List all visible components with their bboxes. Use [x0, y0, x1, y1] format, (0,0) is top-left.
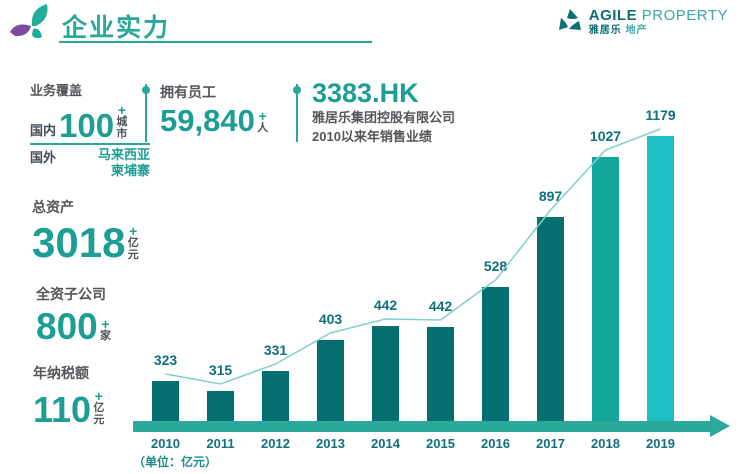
bar-value-label: 1179 — [645, 107, 676, 123]
subsidiaries-unit: + 家 — [100, 317, 112, 343]
brand-en-agile: AGILE — [588, 7, 638, 24]
x-axis-arrow-icon — [710, 415, 730, 437]
bar-value-label: 528 — [483, 258, 508, 274]
plus-sign: + — [101, 316, 110, 333]
bar-value-label: 315 — [208, 362, 233, 378]
employees-unit: + 人 — [257, 109, 269, 135]
bar-2015 — [427, 327, 454, 421]
bar-2010 — [152, 381, 179, 421]
stat-label: 年纳税额 — [33, 365, 89, 381]
brand-name-cn: 雅居乐 地产 — [589, 26, 728, 36]
tax-unit: + 亿元 — [93, 389, 105, 427]
unit-text: 亿元 — [127, 237, 139, 261]
unit-text: 家 — [100, 330, 111, 343]
title-underline — [59, 41, 372, 43]
overseas-values: 马来西亚 柬埔寨 — [67, 147, 150, 180]
stat-annual-tax: 年纳税额 110 + 亿元 — [33, 363, 105, 431]
bar-2013 — [317, 340, 344, 421]
stat-label: 拥有员工 — [160, 84, 216, 100]
x-tick-label: 2010 — [151, 436, 180, 451]
bar-2018 — [592, 157, 619, 421]
bar-value-label: 403 — [318, 311, 343, 327]
plus-sign: + — [94, 388, 103, 404]
agile-logo-icon — [558, 9, 581, 30]
stock-company: 雅居乐集团控股有限公司 — [312, 110, 456, 125]
stat-label: 总资产 — [32, 199, 74, 215]
bar-2019 — [647, 136, 674, 421]
overseas-label: 国外 — [30, 149, 57, 165]
stat-subsidiaries: 全资子公司 800 + 家 — [36, 284, 112, 347]
x-tick-label: 2011 — [206, 436, 235, 451]
bar-2016 — [482, 287, 509, 421]
domestic-unit: + 城市 — [116, 103, 128, 141]
x-tick-label: 2014 — [371, 436, 400, 451]
x-tick-label: 2018 — [591, 436, 620, 451]
x-tick-label: 2012 — [261, 436, 290, 451]
brand-name-en: AGILE PROPERTY — [589, 8, 728, 23]
bar-value-label: 442 — [373, 297, 398, 313]
brand-logo: AGILE PROPERTY 雅居乐 地产 — [557, 8, 728, 36]
timeline-pin-icon — [142, 84, 150, 142]
bar-2014 — [372, 326, 399, 421]
leaf-logo-icon — [10, 4, 48, 39]
domestic-value: 100 — [59, 107, 115, 145]
plus-sign: + — [258, 108, 267, 125]
stat-total-assets: 总资产 3018 + 亿元 — [32, 197, 139, 266]
overseas-value-2: 柬埔寨 — [110, 163, 150, 178]
assets-value: 3018 — [32, 219, 126, 266]
x-axis-line — [133, 421, 710, 432]
plus-sign: + — [129, 223, 138, 240]
unit-text: 亿元 — [93, 402, 105, 426]
subsidiaries-value: 800 — [36, 306, 98, 347]
unit-text: 人 — [257, 122, 269, 135]
bar-value-label: 323 — [153, 352, 178, 368]
coverage-domestic-row: 国内 100 + 城市 — [30, 103, 150, 145]
assets-unit: + 亿元 — [127, 224, 139, 262]
plus-sign: + — [117, 102, 126, 118]
x-tick-label: 2015 — [426, 436, 455, 451]
x-axis-labels: 2010 2011 2012 2013 2014 2015 2016 2017 2018 2019 — [138, 436, 688, 451]
stat-business-coverage: 业务覆盖 国内 100 + 城市 国外 马来西亚 柬埔寨 — [30, 80, 150, 179]
bar-2011 — [207, 391, 234, 421]
x-tick-label: 2013 — [316, 436, 345, 451]
chart-plot: 323 315 331 403 442 442 528 897 1027 1179 — [138, 107, 688, 421]
stat-label: 全资子公司 — [36, 286, 106, 302]
brand-cn-yajule: 雅居乐 — [588, 25, 622, 36]
bar-2012 — [262, 371, 289, 421]
unit-text: 城市 — [116, 116, 128, 140]
bar-2017 — [537, 217, 564, 421]
bar-value-label: 331 — [263, 342, 288, 358]
domestic-label: 国内 — [30, 122, 57, 138]
x-tick-label: 2019 — [646, 436, 675, 451]
overseas-value-1: 马来西亚 — [97, 146, 150, 162]
brand-en-property: PROPERTY — [641, 7, 728, 24]
brand-cn-dichan: 地产 — [625, 25, 648, 36]
chart-unit-label: （单位：亿元） — [133, 455, 218, 469]
coverage-overseas-row: 国外 马来西亚 柬埔寨 — [30, 147, 150, 180]
bar-value-label: 897 — [538, 188, 563, 204]
stat-label: 业务覆盖 — [30, 83, 83, 98]
bar-value-label: 1027 — [589, 128, 622, 144]
x-tick-label: 2017 — [536, 436, 565, 451]
brand-text: AGILE PROPERTY 雅居乐 地产 — [589, 8, 728, 36]
stock-code: 3383.HK — [312, 78, 419, 108]
tax-value: 110 — [33, 389, 92, 431]
page-title: 企业实力 — [62, 14, 171, 42]
timeline-pin-icon — [293, 84, 301, 142]
x-tick-label: 2016 — [481, 436, 510, 451]
bar-value-label: 442 — [428, 298, 453, 314]
